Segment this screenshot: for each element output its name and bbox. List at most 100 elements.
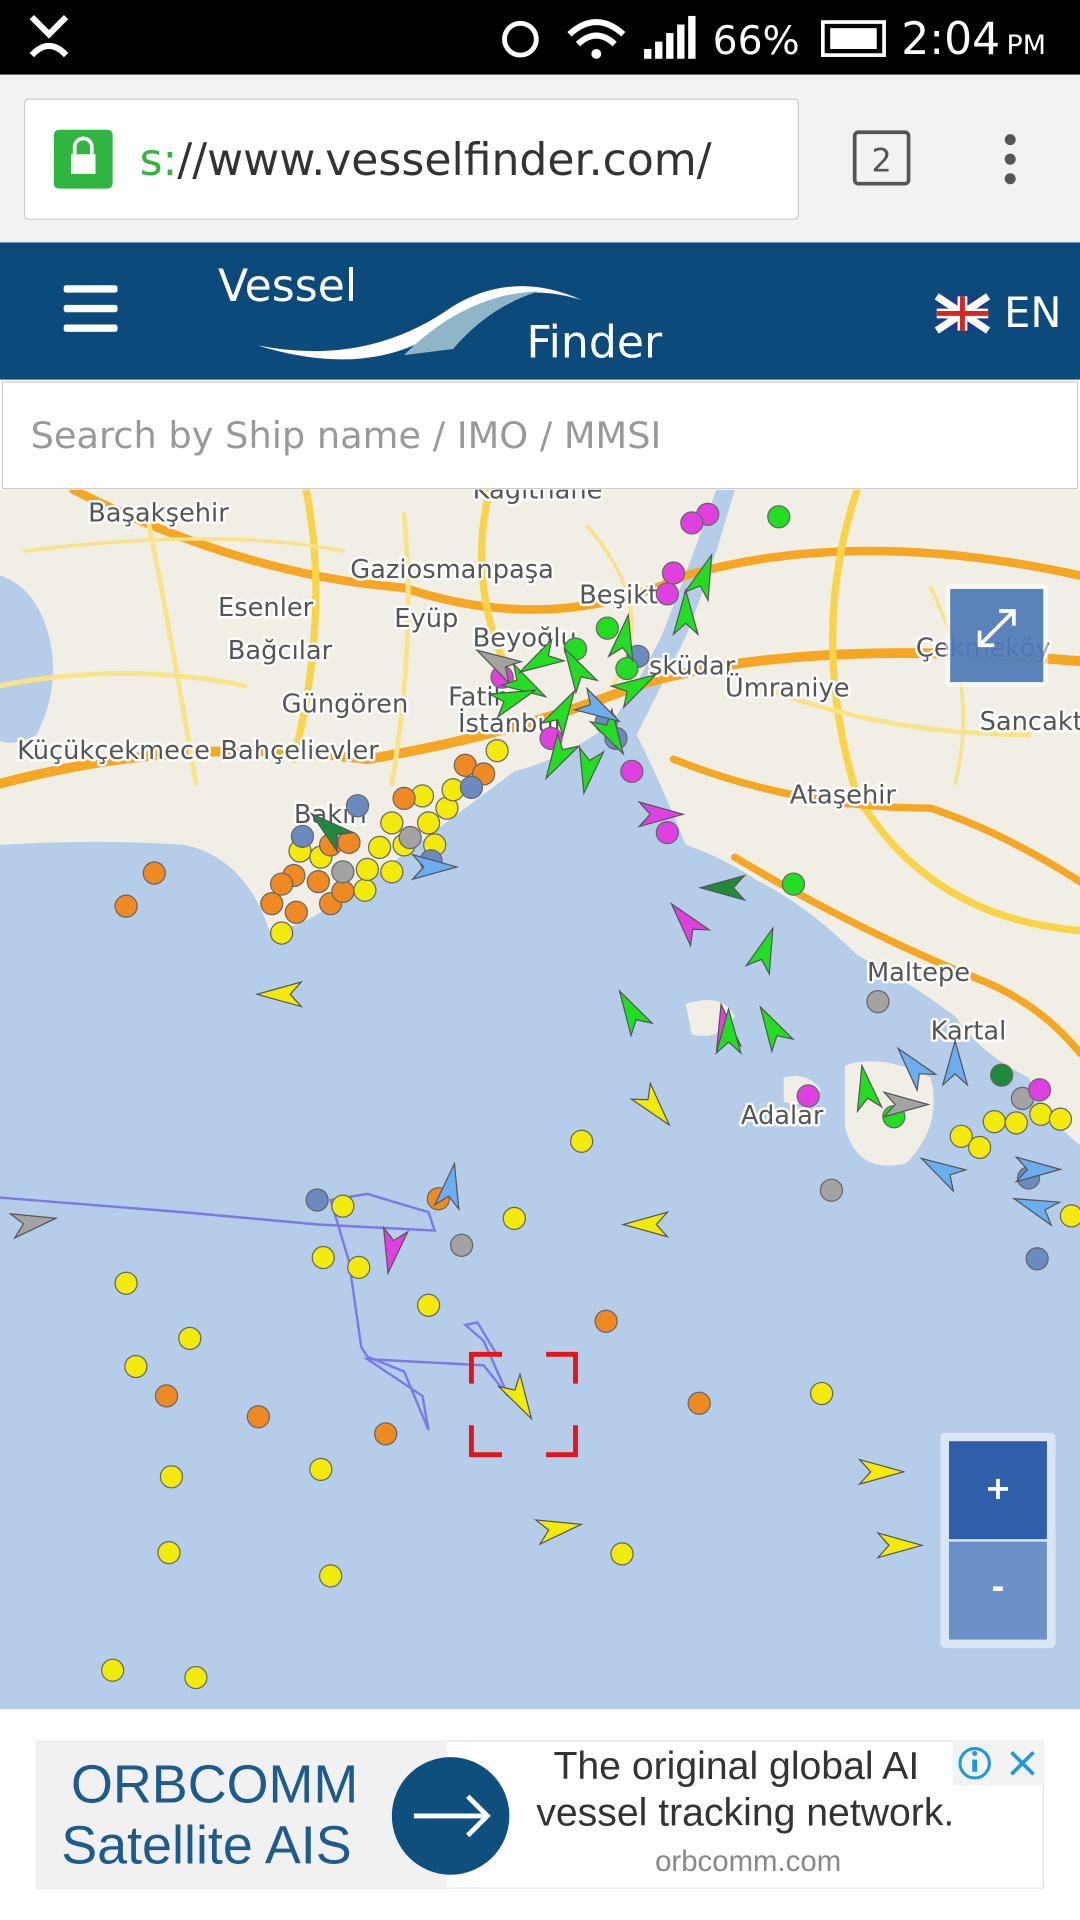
vessel-dot[interactable] bbox=[114, 894, 138, 918]
vessel-dot[interactable] bbox=[367, 835, 392, 859]
vessel-arrow[interactable] bbox=[698, 874, 747, 902]
vessel-dot[interactable] bbox=[450, 1233, 474, 1257]
vessel-dot[interactable] bbox=[157, 1541, 181, 1565]
vessel-dot[interactable] bbox=[374, 1422, 398, 1446]
vessel-dot[interactable] bbox=[260, 892, 284, 916]
vessel-dot[interactable] bbox=[331, 860, 355, 884]
url-box[interactable] bbox=[23, 98, 799, 220]
vessel-arrow[interactable] bbox=[715, 1006, 742, 1055]
zoom-in-button[interactable] bbox=[948, 1441, 1047, 1540]
vessel-dot[interactable] bbox=[595, 616, 619, 640]
vessel-dot[interactable] bbox=[990, 1063, 1014, 1087]
vessel-arrow[interactable] bbox=[536, 731, 581, 784]
vessel-dot[interactable] bbox=[380, 860, 404, 884]
vessel-arrow[interactable] bbox=[433, 1161, 467, 1212]
vessel-dot[interactable] bbox=[142, 861, 166, 885]
vessel-arrow[interactable] bbox=[471, 640, 524, 685]
vessel-arrow[interactable] bbox=[303, 804, 356, 854]
vessel-dot[interactable] bbox=[796, 1084, 820, 1108]
vessel-dot[interactable] bbox=[154, 1384, 179, 1408]
vessel-dot[interactable] bbox=[306, 870, 331, 894]
vessel-arrow[interactable] bbox=[499, 662, 551, 707]
vessel-dot[interactable] bbox=[661, 561, 686, 585]
vessel-dot[interactable] bbox=[347, 1255, 371, 1279]
vessel-dot[interactable] bbox=[610, 1542, 634, 1566]
vessel-dot[interactable] bbox=[810, 1381, 834, 1406]
vessel-dot[interactable] bbox=[184, 1665, 208, 1690]
vessel-dot[interactable] bbox=[781, 872, 806, 896]
vessel-dot[interactable] bbox=[949, 1124, 973, 1148]
url-text[interactable]: s://www.vesselfinder.com/ bbox=[140, 135, 712, 186]
vessel-dot[interactable] bbox=[982, 1110, 1006, 1134]
fullscreen-button[interactable] bbox=[950, 588, 1044, 683]
vessel-arrow[interactable] bbox=[683, 551, 723, 603]
vessel-arrow[interactable] bbox=[496, 1372, 542, 1424]
vessel-arrow[interactable] bbox=[609, 664, 662, 710]
zoom-out-button[interactable] bbox=[948, 1541, 1047, 1640]
ad-info-icon[interactable] bbox=[958, 1747, 991, 1780]
vessel-dot[interactable] bbox=[355, 857, 379, 882]
vessel-arrow[interactable] bbox=[850, 1063, 884, 1114]
vessel-arrow[interactable] bbox=[750, 1001, 795, 1054]
ad-banner[interactable]: ORBCOMM Satellite AIS The original globa… bbox=[0, 1709, 1080, 1920]
vessel-dot[interactable] bbox=[246, 1405, 271, 1429]
vessel-dot[interactable] bbox=[416, 1293, 441, 1317]
vessel-dot[interactable] bbox=[1027, 1078, 1052, 1102]
map[interactable]: Kağıthane Başakşehir Gaziosmanpaşa Esenler E… bbox=[0, 475, 1080, 1710]
vessel-dot[interactable] bbox=[485, 738, 509, 763]
vessel-arrow[interactable] bbox=[8, 1206, 59, 1240]
vessel-dot[interactable] bbox=[416, 811, 441, 835]
vessel-arrow[interactable] bbox=[941, 1038, 969, 1087]
vessel-arrow[interactable] bbox=[588, 707, 634, 759]
vessel-dot[interactable] bbox=[655, 821, 679, 845]
vessel-dot[interactable] bbox=[680, 511, 704, 535]
vessel-arrow[interactable] bbox=[533, 1512, 584, 1546]
vessel-dot[interactable] bbox=[1004, 1111, 1028, 1135]
vessel-dot[interactable] bbox=[767, 505, 791, 529]
vessel-arrow[interactable] bbox=[514, 637, 567, 683]
menu-button[interactable] bbox=[1004, 134, 1016, 185]
vessel-arrow[interactable] bbox=[609, 985, 655, 1038]
vessel-arrow[interactable] bbox=[1010, 1187, 1062, 1227]
vessel-dot[interactable] bbox=[594, 1309, 618, 1333]
vessel-dot[interactable] bbox=[331, 1194, 355, 1218]
ad-close-icon[interactable] bbox=[1010, 1750, 1035, 1776]
vessel-arrow[interactable] bbox=[620, 1211, 670, 1238]
tabs-button[interactable] bbox=[852, 130, 911, 186]
vessel-dot[interactable] bbox=[345, 794, 370, 818]
vessel-arrow[interactable] bbox=[487, 679, 539, 719]
vessel-arrow[interactable] bbox=[876, 1531, 925, 1559]
vessel-dot[interactable] bbox=[305, 1188, 329, 1212]
vessel-dot[interactable] bbox=[380, 811, 404, 835]
vessel-arrow[interactable] bbox=[572, 745, 606, 796]
vessel-arrow[interactable] bbox=[915, 1148, 968, 1193]
vessel-dot[interactable] bbox=[101, 1658, 125, 1682]
hamburger-menu[interactable] bbox=[63, 285, 118, 332]
vessel-arrow[interactable] bbox=[889, 1041, 938, 1093]
vessel-dot[interactable] bbox=[502, 1206, 526, 1230]
vessel-dot[interactable] bbox=[687, 1391, 711, 1415]
vessel-dot[interactable] bbox=[398, 825, 422, 850]
vessel-dot[interactable] bbox=[570, 1129, 594, 1153]
vessel-arrow[interactable] bbox=[882, 1091, 931, 1118]
vessel-dot[interactable] bbox=[1029, 1102, 1053, 1126]
vessel-arrow[interactable] bbox=[672, 587, 700, 637]
vessel-dot[interactable] bbox=[1059, 1204, 1080, 1228]
vessel-dot[interactable] bbox=[353, 878, 377, 902]
vessel-arrow[interactable] bbox=[410, 853, 460, 881]
vessel-dot[interactable] bbox=[1048, 1107, 1073, 1131]
vessel-arrow[interactable] bbox=[744, 924, 784, 977]
vessel-dot[interactable] bbox=[270, 921, 294, 945]
vessel-arrow[interactable] bbox=[607, 612, 641, 663]
vessel-dot[interactable] bbox=[124, 1354, 148, 1379]
vessel-arrow[interactable] bbox=[376, 1225, 410, 1276]
vessel-arrow[interactable] bbox=[637, 800, 686, 828]
vessel-arrow[interactable] bbox=[629, 1081, 679, 1133]
vessel-dot[interactable] bbox=[866, 990, 890, 1014]
vessel-dot[interactable] bbox=[284, 900, 308, 924]
vessel-dot[interactable] bbox=[967, 1135, 992, 1159]
vessel-dot[interactable] bbox=[318, 1564, 343, 1588]
vessel-arrow[interactable] bbox=[539, 685, 585, 738]
language[interactable]: EN bbox=[1004, 288, 1061, 337]
vessel-arrow[interactable] bbox=[554, 642, 600, 695]
